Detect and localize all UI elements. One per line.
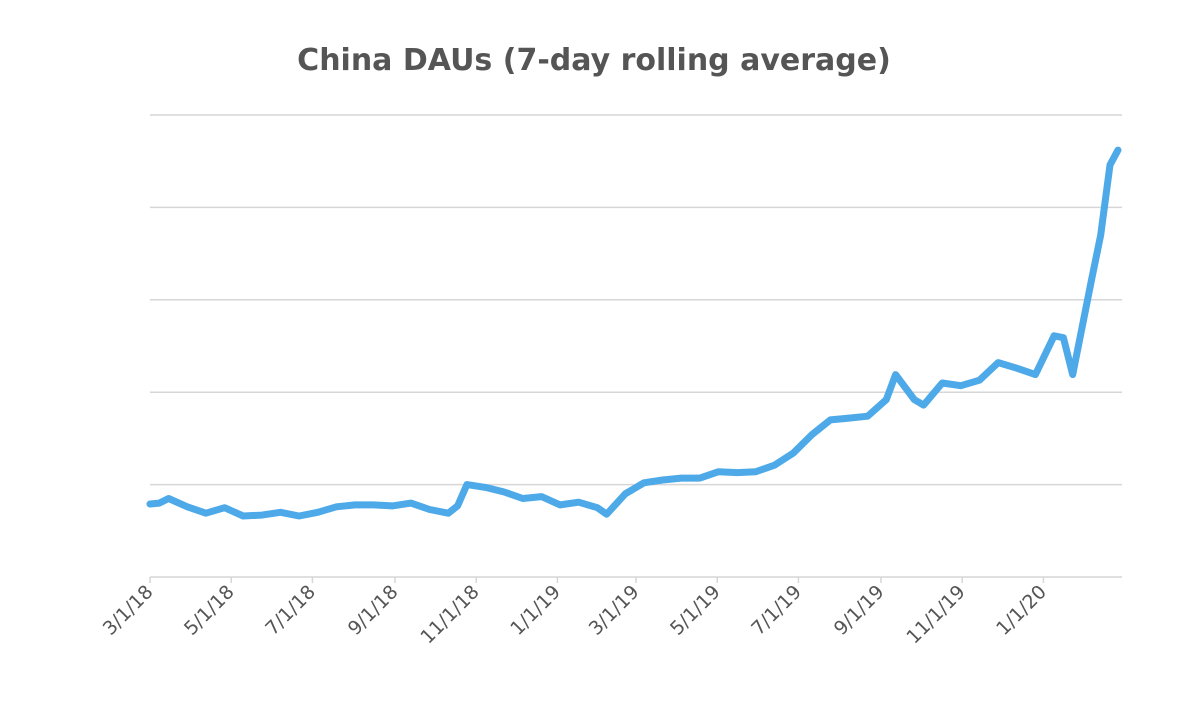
x-tick-label: 7/1/19 <box>747 581 806 640</box>
data-line <box>146 146 1122 520</box>
x-tick-label: 1/1/19 <box>506 581 565 640</box>
x-tick-label: 3/1/18 <box>99 581 158 640</box>
x-tick-label: 9/1/18 <box>344 581 403 640</box>
x-tick-label: 7/1/18 <box>261 581 320 640</box>
x-tick-label: 11/1/19 <box>902 581 969 648</box>
chart-title: China DAUs (7-day rolling average) <box>297 43 891 78</box>
x-tick-label: 5/1/18 <box>180 581 239 640</box>
x-tick-label: 9/1/19 <box>830 581 889 640</box>
x-tick-label: 3/1/19 <box>585 581 644 640</box>
x-tick-label: 11/1/18 <box>416 581 483 648</box>
x-tick-label: 1/1/20 <box>992 581 1051 640</box>
x-tick-label: 5/1/19 <box>666 581 725 640</box>
